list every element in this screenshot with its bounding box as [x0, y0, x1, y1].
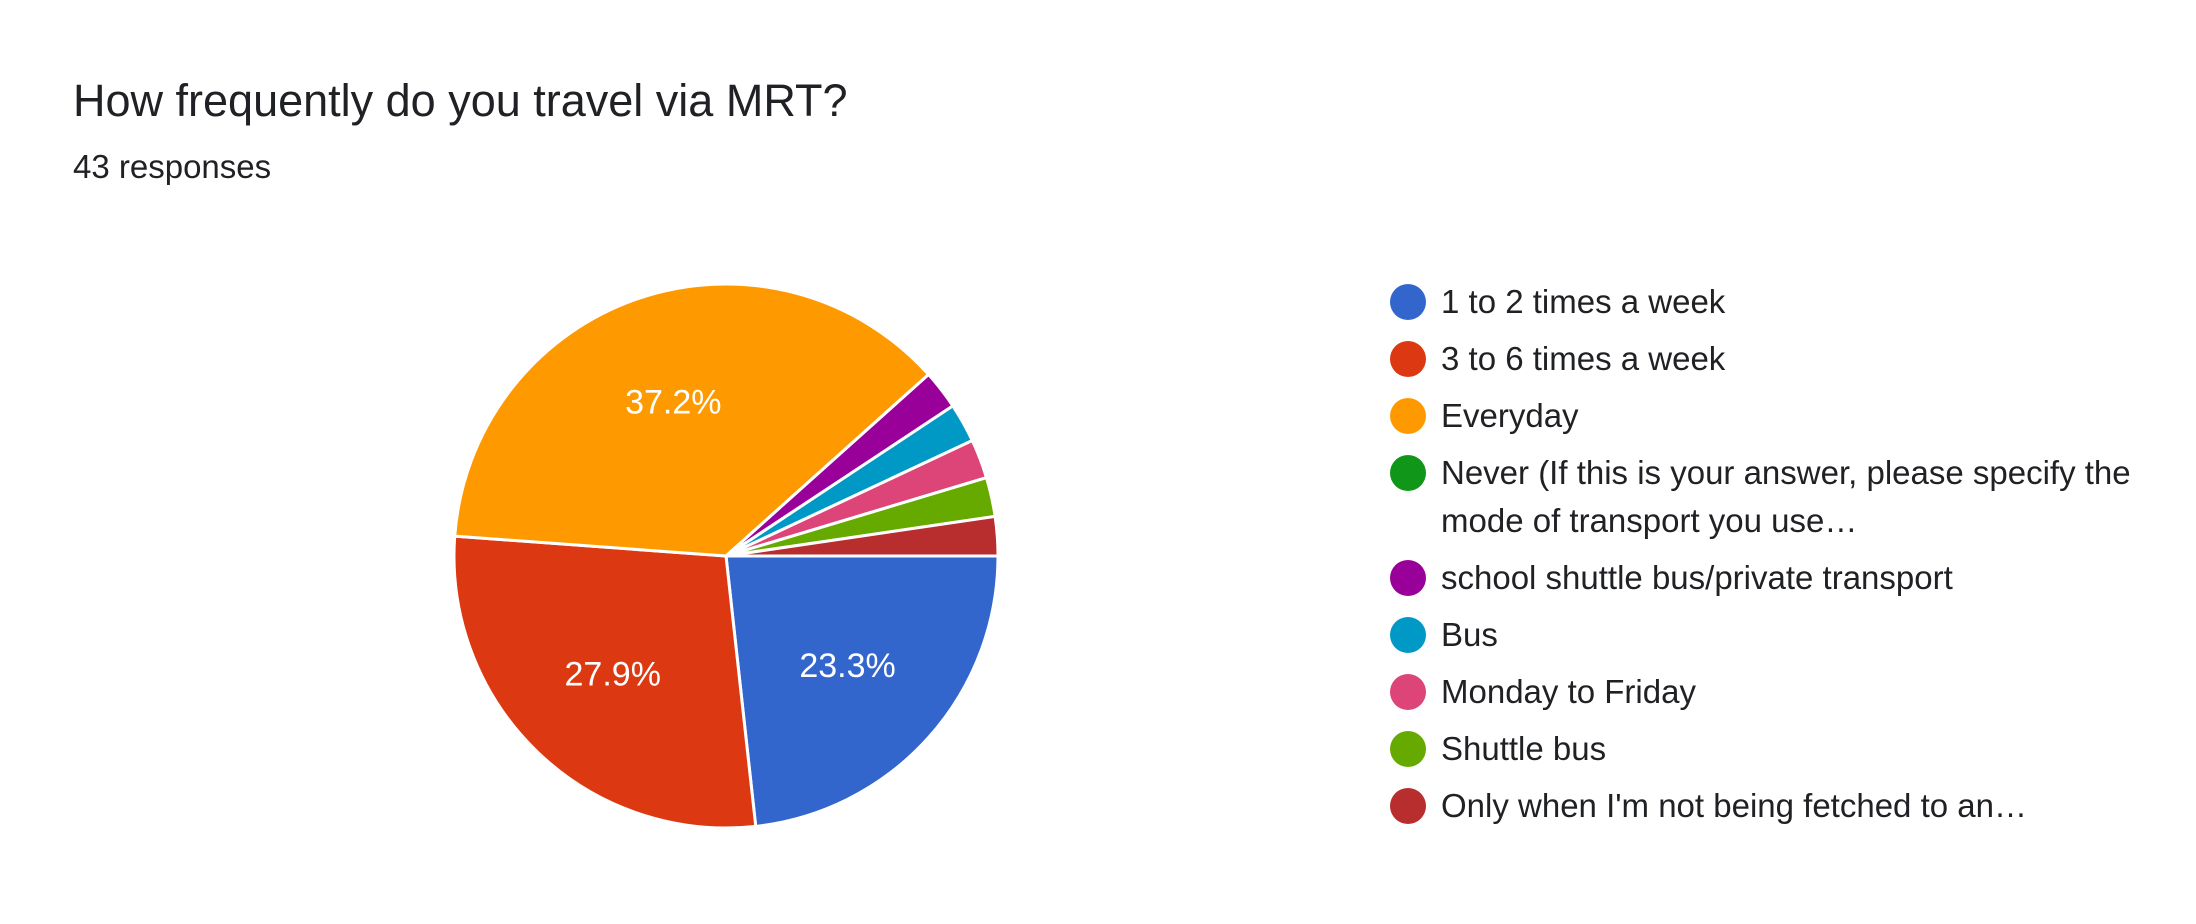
slice-percent-label: 27.9% — [565, 655, 661, 693]
legend-swatch — [1390, 731, 1426, 767]
slice-percent-label: 37.2% — [625, 384, 721, 422]
legend-label: 1 to 2 times a week — [1441, 283, 1726, 320]
legend-label: school shuttle bus/private transport — [1441, 559, 1953, 596]
legend-label: Bus — [1441, 616, 1498, 653]
legend-item-school-shuttle-bus-private-transport[interactable]: school shuttle bus/private transport — [1390, 554, 2170, 602]
pie-slice-everyday[interactable] — [453, 282, 931, 558]
response-count: 43 responses — [73, 148, 272, 185]
legend-item-shuttle-bus[interactable]: Shuttle bus — [1390, 725, 2170, 773]
legend-item-1-to-2-times-a-week[interactable]: 1 to 2 times a week — [1390, 278, 2170, 326]
legend-label: Only when I'm not being fetched to an… — [1441, 787, 2027, 824]
slice-percent-label: 23.3% — [799, 647, 895, 685]
legend-label: 3 to 6 times a week — [1441, 340, 1726, 377]
legend-item-3-to-6-times-a-week[interactable]: 3 to 6 times a week — [1390, 335, 2170, 383]
legend-item-only-when-i-m-not-being-fetched-to-an[interactable]: Only when I'm not being fetched to an… — [1390, 782, 2170, 830]
pie-slice-only-when-i-m-not-being-fetched-to-an[interactable] — [725, 514, 1000, 558]
legend-swatch — [1390, 560, 1426, 596]
legend-swatch — [1390, 284, 1426, 320]
legend-swatch — [1390, 341, 1426, 377]
pie-slice-3-to-6-times-a-week[interactable] — [452, 534, 758, 830]
legend-swatch — [1390, 455, 1426, 491]
legend-label: Monday to Friday — [1441, 673, 1696, 710]
legend-swatch — [1390, 398, 1426, 434]
chart-title: How frequently do you travel via MRT? — [73, 75, 848, 126]
legend-item-never-if-this-is-your-answer-please-specify-the-mode-of-transport-you-use[interactable]: Never (If this is your answer, please sp… — [1390, 449, 2170, 545]
legend-swatch — [1390, 788, 1426, 824]
legend-item-everyday[interactable]: Everyday — [1390, 392, 2170, 440]
legend-item-bus[interactable]: Bus — [1390, 611, 2170, 659]
pie-slice-1-to-2-times-a-week[interactable] — [724, 554, 1000, 829]
chart-legend: 1 to 2 times a week 3 to 6 times a week Ev… — [1390, 278, 2170, 839]
legend-label: Everyday — [1441, 397, 1579, 434]
legend-label: Never (If this is your answer, please sp… — [1441, 454, 2131, 539]
legend-label: Shuttle bus — [1441, 730, 1607, 767]
legend-swatch — [1390, 617, 1426, 653]
legend-swatch — [1390, 674, 1426, 710]
legend-item-monday-to-friday[interactable]: Monday to Friday — [1390, 668, 2170, 716]
